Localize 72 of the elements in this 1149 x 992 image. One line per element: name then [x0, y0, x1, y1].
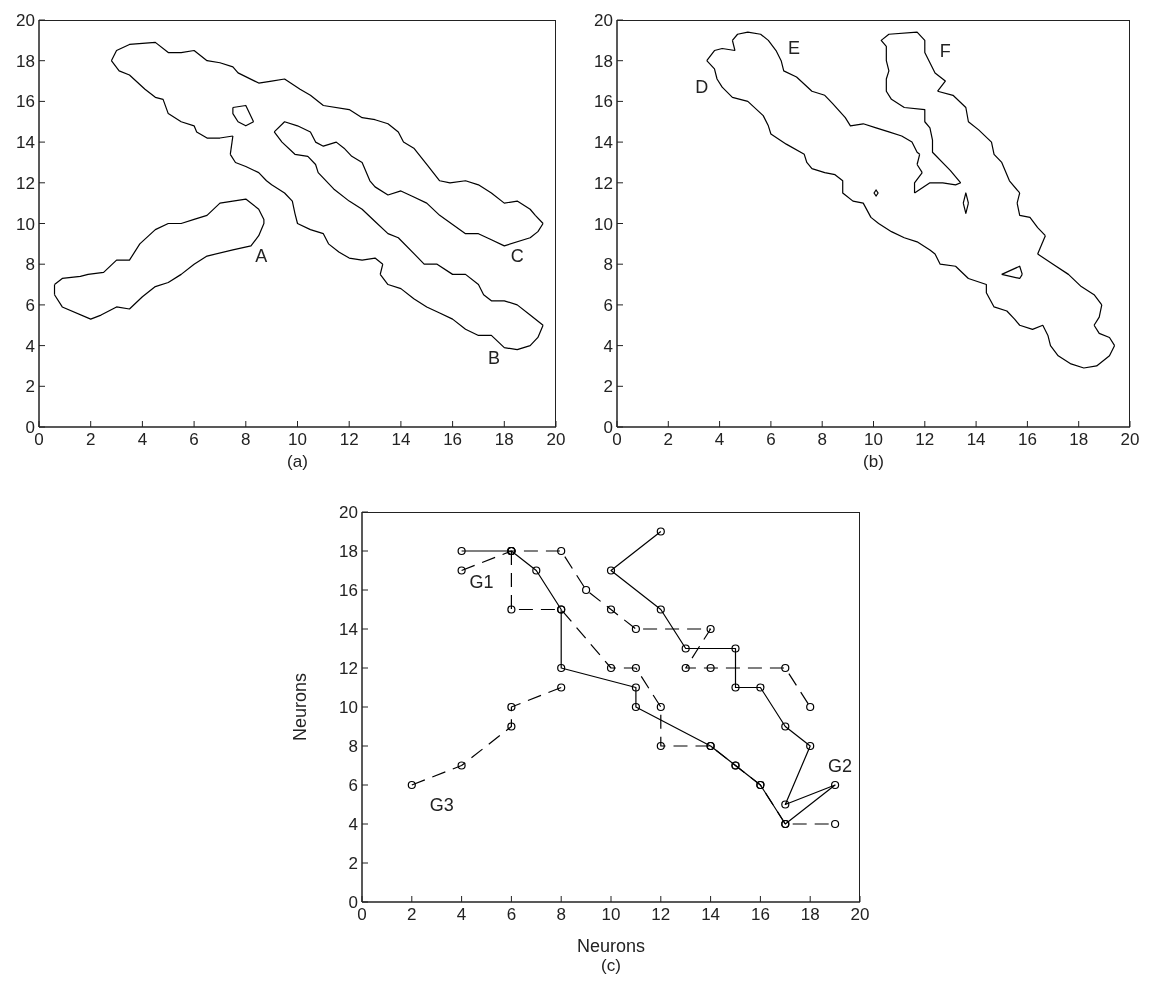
y-tick-label: 4: [25, 336, 35, 356]
annotation: B: [487, 347, 500, 369]
y-tick-label: 6: [603, 295, 613, 315]
y-tick-label: 18: [339, 542, 358, 562]
y-tick-label: 2: [603, 377, 613, 397]
y-tick-label: 16: [16, 92, 35, 112]
x-tick-label: 8: [817, 430, 827, 450]
x-tick-label: 14: [966, 430, 986, 450]
x-tick-label: 8: [556, 905, 566, 925]
x-tick-label: 8: [241, 430, 251, 450]
x-tick-label: 10: [288, 430, 307, 450]
x-tick-label: 14: [391, 430, 411, 450]
text: (b): [862, 452, 885, 472]
x-tick-label: 20: [546, 430, 566, 450]
x-tick-label: 12: [915, 430, 935, 450]
annotation: C: [510, 245, 524, 267]
x-tick-label: 18: [494, 430, 514, 450]
y-tick-label: 8: [348, 737, 358, 757]
x-tick-label: 6: [766, 430, 776, 450]
x-tick-label: 4: [714, 430, 725, 450]
x-tick-label: 6: [189, 430, 199, 450]
y-tick-label: 2: [25, 377, 35, 397]
x-tick-label: 14: [701, 905, 721, 925]
y-tick-label: 20: [16, 11, 35, 31]
x-tick-label: 6: [506, 905, 517, 925]
y-tick-label: 12: [339, 659, 358, 679]
x-axis-title: Neurons: [576, 936, 646, 956]
annotation: G2: [828, 755, 853, 776]
y-tick-label: 18: [594, 51, 613, 71]
y-tick-label: 20: [594, 11, 613, 31]
x-tick-label: 2: [85, 430, 96, 450]
x-tick-label: 16: [750, 905, 770, 925]
text: (a): [286, 452, 309, 472]
x-tick-label: 2: [663, 430, 674, 450]
y-tick-label: 6: [25, 295, 35, 315]
x-tick-label: 4: [456, 905, 467, 925]
annotation: A: [255, 245, 268, 267]
y-tick-label: 20: [339, 503, 358, 523]
x-tick-label: 20: [1120, 430, 1140, 450]
x-tick-label: 2: [407, 905, 417, 925]
y-tick-label: 2: [348, 854, 358, 874]
y-tick-label: 8: [25, 255, 35, 275]
x-tick-label: 20: [850, 905, 870, 925]
x-tick-label: 18: [1069, 430, 1089, 450]
y-tick-label: 14: [339, 620, 358, 640]
annotation: G3: [429, 794, 454, 815]
y-tick-label: 12: [594, 173, 613, 193]
x-tick-label: 4: [137, 430, 148, 450]
text: (c): [600, 956, 622, 976]
y-tick-label: 10: [16, 214, 35, 234]
y-tick-label: 12: [16, 173, 35, 193]
y-tick-label: 6: [348, 776, 358, 796]
annotation: G1: [469, 571, 494, 593]
x-tick-label: 12: [651, 905, 671, 925]
y-tick-label: 14: [16, 133, 35, 153]
annotation: F: [939, 40, 951, 62]
y-tick-label: 4: [348, 815, 358, 835]
y-tick-label: 10: [339, 698, 358, 718]
y-tick-label: 4: [603, 336, 613, 356]
x-tick-label: 16: [443, 430, 463, 450]
x-tick-label: 10: [864, 430, 883, 450]
annotation: E: [787, 37, 800, 59]
y-tick-label: 14: [594, 133, 613, 153]
y-tick-label: 16: [339, 581, 358, 601]
x-tick-label: 18: [800, 905, 820, 925]
y-tick-label: 10: [594, 214, 613, 234]
y-axis-title: Neurons: [289, 672, 311, 742]
y-tick-label: 16: [594, 92, 613, 112]
x-tick-label: 16: [1017, 430, 1037, 450]
y-tick-label: 8: [603, 255, 613, 275]
y-tick-label: 18: [16, 51, 35, 71]
annotation: D: [695, 76, 709, 98]
